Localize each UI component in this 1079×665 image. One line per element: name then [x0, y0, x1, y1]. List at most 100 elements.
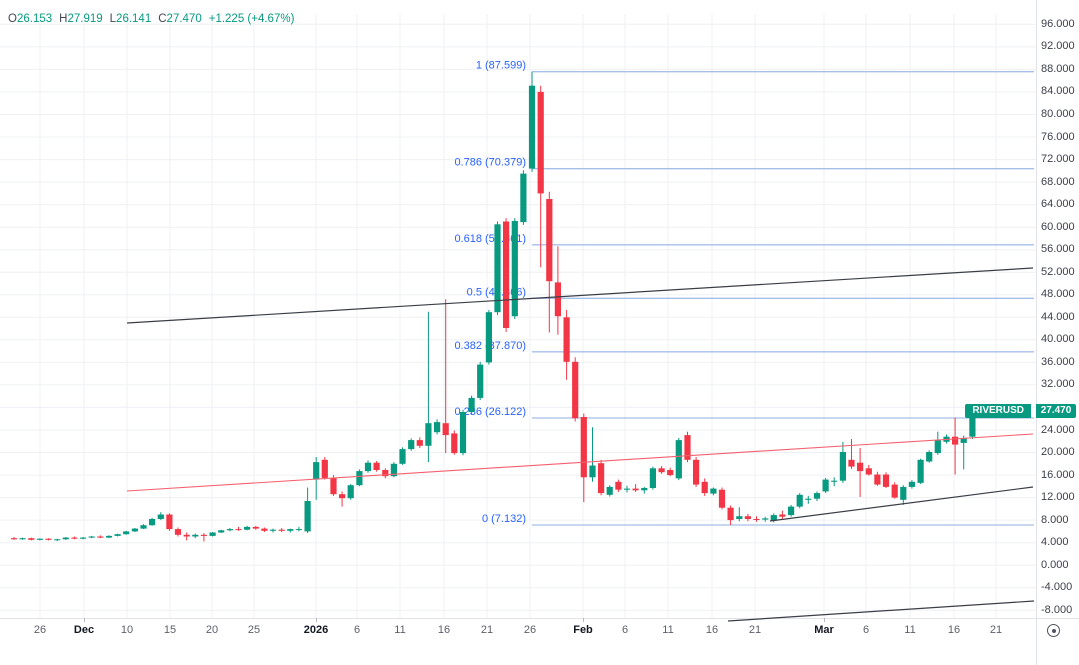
- candle: [805, 498, 812, 500]
- price-axis-label: 44.000: [1041, 310, 1075, 323]
- time-axis-label: 16: [947, 624, 961, 636]
- mid-support-line[interactable]: [126, 433, 1034, 492]
- price-axis-label: 16.000: [1041, 468, 1075, 481]
- candle: [667, 470, 674, 476]
- candle: [468, 397, 475, 412]
- candle: [313, 462, 320, 480]
- low-value: 26.141: [116, 13, 152, 25]
- time-axis-label: 6: [621, 624, 629, 636]
- candle: [54, 539, 61, 541]
- price-axis-label: 76.000: [1041, 130, 1075, 143]
- candle: [934, 440, 941, 454]
- time-axis-label: 6: [353, 624, 361, 636]
- candle: [494, 224, 501, 313]
- candle: [580, 417, 587, 478]
- symbol-badge[interactable]: RIVERUSD: [965, 404, 1031, 418]
- candle: [105, 535, 113, 538]
- candle: [451, 433, 458, 454]
- candle: [287, 529, 294, 531]
- candle: [917, 459, 924, 483]
- time-axis-label: Mar: [814, 624, 834, 636]
- candle: [874, 474, 881, 485]
- candle: [425, 423, 432, 446]
- candle: [831, 480, 838, 482]
- gear-icon[interactable]: [1047, 624, 1060, 637]
- ohlc-legend: O26.153 H27.919 L26.141 C27.470 +1.225 (+4.6…: [8, 13, 294, 25]
- low-label: L: [109, 13, 117, 25]
- price-axis-label: 36.000: [1041, 355, 1075, 368]
- candle: [623, 488, 631, 490]
- candle: [511, 221, 518, 317]
- candle: [278, 529, 285, 531]
- time-axis-label: 2026: [303, 624, 329, 636]
- candle: [45, 538, 52, 540]
- candle: [926, 452, 933, 462]
- candle: [572, 361, 579, 419]
- time-axis-label: 16: [705, 624, 719, 636]
- grid-lines: [0, 14, 1036, 618]
- candle: [675, 440, 682, 479]
- candle: [857, 462, 864, 472]
- upper-resistance-line[interactable]: [126, 267, 1034, 324]
- candle: [28, 538, 35, 540]
- high-label: H: [59, 13, 68, 25]
- price-axis-label: 68.000: [1041, 175, 1075, 188]
- trendlines[interactable]: [126, 267, 1035, 622]
- candle: [114, 534, 121, 536]
- price-axis-label: 96.000: [1041, 17, 1075, 30]
- price-axis-label: 20.000: [1041, 446, 1075, 458]
- candle: [80, 537, 87, 539]
- gear-icon-dot: [1051, 628, 1056, 633]
- candle: [97, 536, 104, 538]
- time-axis-label: 21: [989, 624, 1003, 636]
- candle: [252, 526, 259, 529]
- candle: [554, 282, 561, 317]
- price-axis-label: 80.000: [1041, 108, 1075, 120]
- price-axis-label: 56.000: [1041, 243, 1075, 256]
- price-axis-label: 52.000: [1041, 265, 1075, 278]
- candle: [36, 538, 43, 540]
- price-axis-label: 40.000: [1041, 333, 1075, 346]
- candle: [373, 462, 380, 470]
- candle: [149, 519, 156, 526]
- candle: [718, 489, 726, 508]
- candle: [235, 529, 242, 531]
- close-label: C: [158, 13, 167, 25]
- price-axis-label: 0.000: [1041, 558, 1069, 571]
- time-axis-label: 26: [523, 624, 537, 636]
- candle: [200, 534, 207, 536]
- candle: [485, 312, 492, 363]
- fib-label: 0 (7.132): [482, 513, 526, 525]
- candle: [736, 516, 743, 519]
- candle: [960, 437, 967, 443]
- time-axis-label: 15: [163, 624, 177, 636]
- candle: [226, 529, 233, 531]
- price-axis-label: 88.000: [1041, 62, 1075, 75]
- close-value: 27.470: [166, 13, 202, 25]
- time-axis-label: 10: [120, 624, 134, 636]
- last-price-badge[interactable]: 27.470: [1036, 404, 1076, 418]
- candle: [546, 199, 553, 282]
- price-axis-label: 48.000: [1041, 288, 1075, 301]
- candle: [157, 514, 164, 519]
- candle: [399, 449, 406, 464]
- price-axis-label: 64.000: [1041, 198, 1075, 211]
- candle: [503, 221, 510, 328]
- candle: [520, 173, 527, 223]
- price-axis-label: 60.000: [1041, 220, 1075, 233]
- candle: [606, 486, 613, 495]
- candle: [779, 514, 786, 517]
- candle: [131, 528, 138, 532]
- time-axis-label: 21: [480, 624, 494, 636]
- time-axis-label: Dec: [73, 624, 95, 636]
- time-axis-label: 11: [904, 624, 916, 636]
- price-axis-label: 72.000: [1041, 153, 1075, 166]
- lower-rising-line[interactable]: [769, 486, 1034, 522]
- candle: [701, 481, 708, 494]
- open-label: O: [8, 13, 17, 25]
- time-axis-tick: [84, 618, 85, 622]
- bottom-rising-line[interactable]: [727, 600, 1035, 622]
- price-axis-label: 24.000: [1041, 423, 1075, 436]
- candle: [900, 486, 907, 500]
